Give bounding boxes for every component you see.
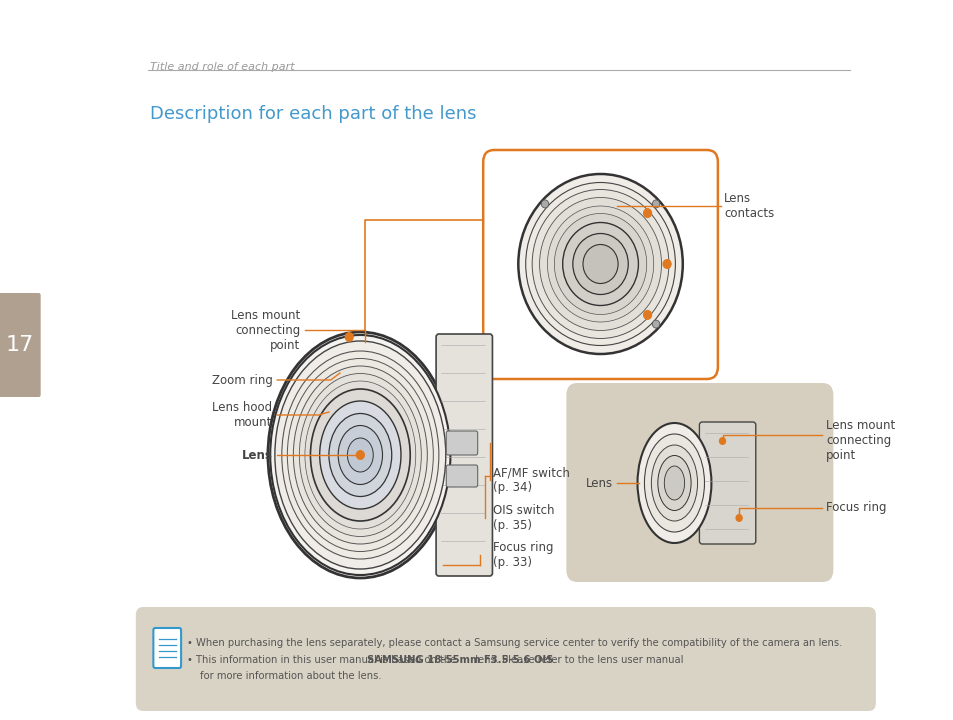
FancyBboxPatch shape bbox=[446, 431, 477, 455]
Circle shape bbox=[718, 437, 725, 445]
Text: lens. Please refer to the lens user manual: lens. Please refer to the lens user manu… bbox=[472, 655, 682, 665]
Ellipse shape bbox=[270, 335, 450, 575]
FancyBboxPatch shape bbox=[135, 607, 875, 711]
FancyBboxPatch shape bbox=[436, 334, 492, 576]
Text: • This information in this user manual is based on the: • This information in this user manual i… bbox=[187, 655, 458, 665]
Ellipse shape bbox=[547, 206, 653, 322]
Ellipse shape bbox=[562, 222, 638, 305]
Text: Lens
contacts: Lens contacts bbox=[723, 192, 774, 220]
Circle shape bbox=[642, 310, 652, 320]
Ellipse shape bbox=[663, 466, 684, 500]
Ellipse shape bbox=[572, 233, 628, 294]
Circle shape bbox=[344, 332, 354, 342]
Text: for more information about the lens.: for more information about the lens. bbox=[199, 671, 381, 681]
Text: Focus ring: Focus ring bbox=[825, 502, 885, 515]
Circle shape bbox=[652, 200, 659, 208]
Ellipse shape bbox=[651, 445, 697, 521]
Ellipse shape bbox=[299, 374, 421, 536]
Ellipse shape bbox=[554, 214, 646, 315]
Ellipse shape bbox=[517, 174, 682, 354]
Text: AF/MF switch
(p. 34): AF/MF switch (p. 34) bbox=[493, 466, 570, 494]
FancyBboxPatch shape bbox=[566, 383, 833, 582]
Text: Lens hood
mount: Lens hood mount bbox=[213, 401, 273, 429]
FancyBboxPatch shape bbox=[483, 150, 718, 379]
Ellipse shape bbox=[637, 423, 711, 543]
Ellipse shape bbox=[287, 359, 433, 552]
Ellipse shape bbox=[658, 456, 690, 510]
Ellipse shape bbox=[329, 413, 392, 497]
FancyBboxPatch shape bbox=[446, 465, 477, 487]
Text: Title and role of each part: Title and role of each part bbox=[150, 62, 294, 72]
FancyBboxPatch shape bbox=[0, 293, 41, 397]
Text: Lens: Lens bbox=[241, 449, 273, 462]
Text: Zoom ring: Zoom ring bbox=[212, 374, 273, 387]
Ellipse shape bbox=[319, 401, 400, 509]
FancyBboxPatch shape bbox=[699, 422, 755, 544]
Text: Description for each part of the lens: Description for each part of the lens bbox=[150, 105, 476, 123]
Text: Lens mount
connecting
point: Lens mount connecting point bbox=[825, 418, 894, 462]
Ellipse shape bbox=[337, 426, 382, 485]
Text: Focus ring
(p. 33): Focus ring (p. 33) bbox=[493, 541, 554, 569]
Ellipse shape bbox=[305, 381, 416, 529]
Ellipse shape bbox=[525, 182, 675, 346]
Ellipse shape bbox=[582, 245, 618, 284]
Text: • When purchasing the lens separately, please contact a Samsung service center t: • When purchasing the lens separately, p… bbox=[187, 638, 841, 648]
Circle shape bbox=[642, 208, 652, 218]
Circle shape bbox=[661, 259, 671, 269]
Circle shape bbox=[735, 514, 742, 522]
Text: 17: 17 bbox=[6, 335, 33, 355]
Text: OIS switch
(p. 35): OIS switch (p. 35) bbox=[493, 504, 555, 532]
Circle shape bbox=[652, 320, 659, 328]
Text: Lens mount
connecting
point: Lens mount connecting point bbox=[231, 308, 300, 351]
Circle shape bbox=[540, 200, 548, 208]
Ellipse shape bbox=[532, 189, 668, 338]
Text: Lens: Lens bbox=[586, 477, 613, 490]
FancyBboxPatch shape bbox=[153, 628, 181, 668]
Circle shape bbox=[355, 450, 365, 460]
Ellipse shape bbox=[281, 351, 438, 559]
Ellipse shape bbox=[539, 197, 660, 330]
Ellipse shape bbox=[644, 434, 703, 532]
Ellipse shape bbox=[293, 366, 427, 544]
Ellipse shape bbox=[274, 341, 445, 569]
Ellipse shape bbox=[347, 438, 373, 472]
Text: SAMSUNG 18-55mm F3.5-5.6 OIS: SAMSUNG 18-55mm F3.5-5.6 OIS bbox=[367, 655, 553, 665]
Ellipse shape bbox=[310, 389, 410, 521]
